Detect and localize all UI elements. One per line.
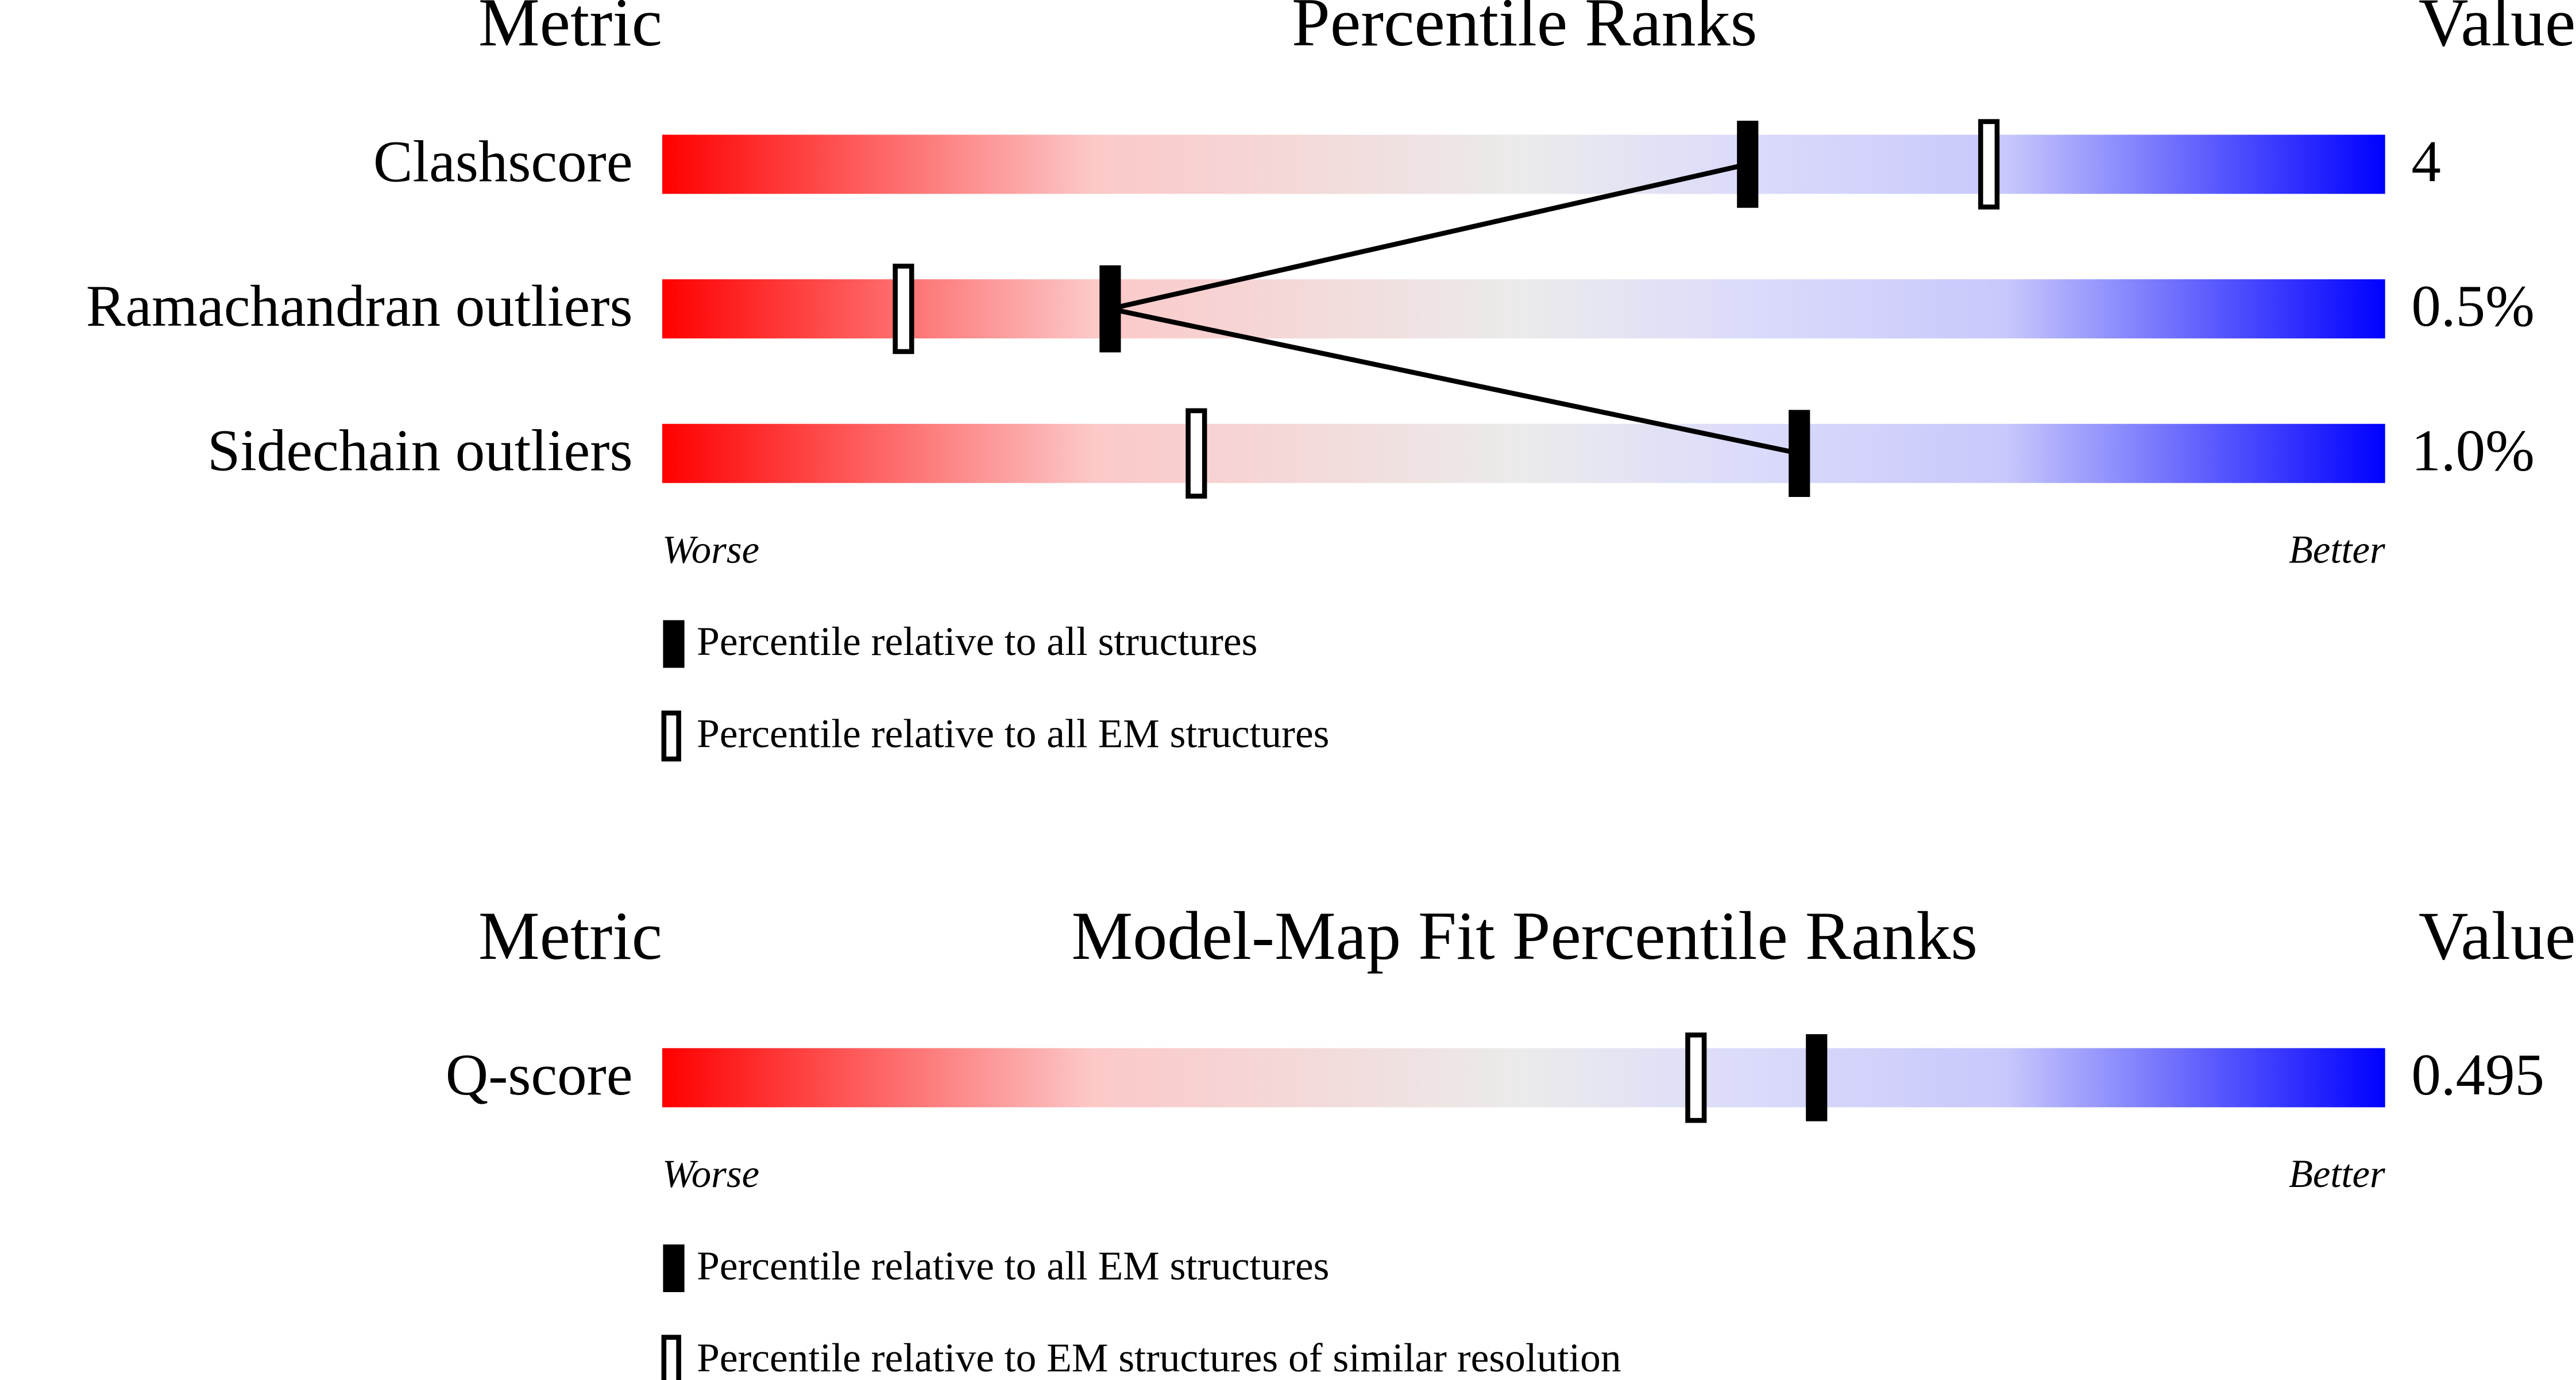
metric-label: Ramachandran outliers bbox=[86, 273, 633, 339]
hollow-marker bbox=[1685, 1032, 1707, 1123]
hollow-marker bbox=[893, 263, 914, 354]
value-header: Value bbox=[2419, 0, 2575, 60]
legend-label: Percentile relative to all EM structures bbox=[697, 711, 1329, 756]
metric-value: 1.0% bbox=[2411, 418, 2534, 484]
filled-marker bbox=[1806, 1034, 1828, 1121]
panel-title: Percentile Ranks bbox=[1292, 0, 1757, 60]
metric-label: Sidechain outliers bbox=[207, 418, 632, 484]
metric-value: 4 bbox=[2411, 129, 2440, 194]
legend-marker bbox=[661, 1335, 681, 1380]
percentile-bar bbox=[662, 1048, 2385, 1108]
metric-header: Metric bbox=[478, 0, 662, 60]
metric-header: Metric bbox=[478, 897, 662, 974]
metric-value: 0.5% bbox=[2411, 273, 2534, 339]
metric-label: Clashscore bbox=[373, 129, 633, 194]
legend-label: Percentile relative to all EM structures bbox=[697, 1243, 1329, 1289]
worse-label: Worse bbox=[662, 1152, 759, 1196]
hollow-marker bbox=[1978, 119, 2000, 210]
metric-value: 0.495 bbox=[2411, 1042, 2544, 1108]
percentile-bar bbox=[662, 279, 2385, 339]
value-header: Value bbox=[2419, 897, 2575, 974]
better-label: Better bbox=[2289, 1152, 2385, 1196]
legend-label: Percentile relative to all structures bbox=[697, 619, 1257, 664]
legend-marker bbox=[663, 1244, 685, 1293]
worse-label: Worse bbox=[662, 527, 759, 571]
panel-title: Model-Map Fit Percentile Ranks bbox=[1071, 897, 1978, 974]
legend-marker bbox=[663, 620, 685, 668]
percentile-bar bbox=[662, 423, 2385, 483]
filled-marker bbox=[1737, 121, 1759, 208]
hollow-marker bbox=[1185, 408, 1207, 499]
legend-label: Percentile relative to EM structures of … bbox=[697, 1335, 1621, 1380]
filled-marker bbox=[1099, 265, 1121, 353]
percentile-bar bbox=[662, 134, 2385, 194]
filled-marker bbox=[1789, 410, 1810, 498]
legend-marker bbox=[661, 710, 681, 762]
better-label: Better bbox=[2289, 527, 2385, 571]
metric-label: Q-score bbox=[446, 1042, 633, 1108]
